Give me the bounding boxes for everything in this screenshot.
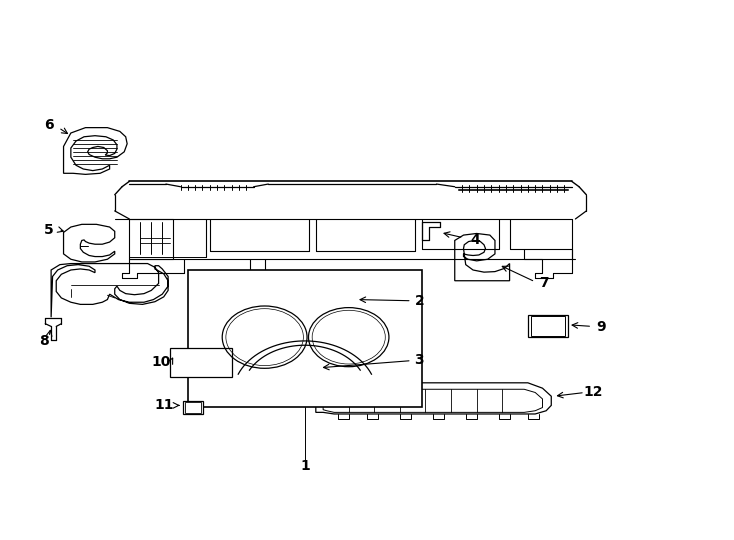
Bar [528,315,568,337]
Text: 5: 5 [44,222,54,237]
Text: 2: 2 [360,294,424,308]
Text: 1: 1 [300,459,310,473]
Text: 3: 3 [324,353,424,370]
Text: 12: 12 [584,386,603,400]
Bar [183,401,203,414]
Text: 10: 10 [151,355,170,369]
Text: 11: 11 [154,399,173,413]
Text: 8: 8 [39,334,48,348]
Text: 6: 6 [44,118,54,132]
Bar [185,402,201,413]
Bar [531,316,565,335]
Bar [188,270,422,407]
Bar [170,348,232,377]
Text: 4: 4 [470,233,480,247]
Text: 7: 7 [539,276,549,291]
Text: 9: 9 [596,320,606,334]
